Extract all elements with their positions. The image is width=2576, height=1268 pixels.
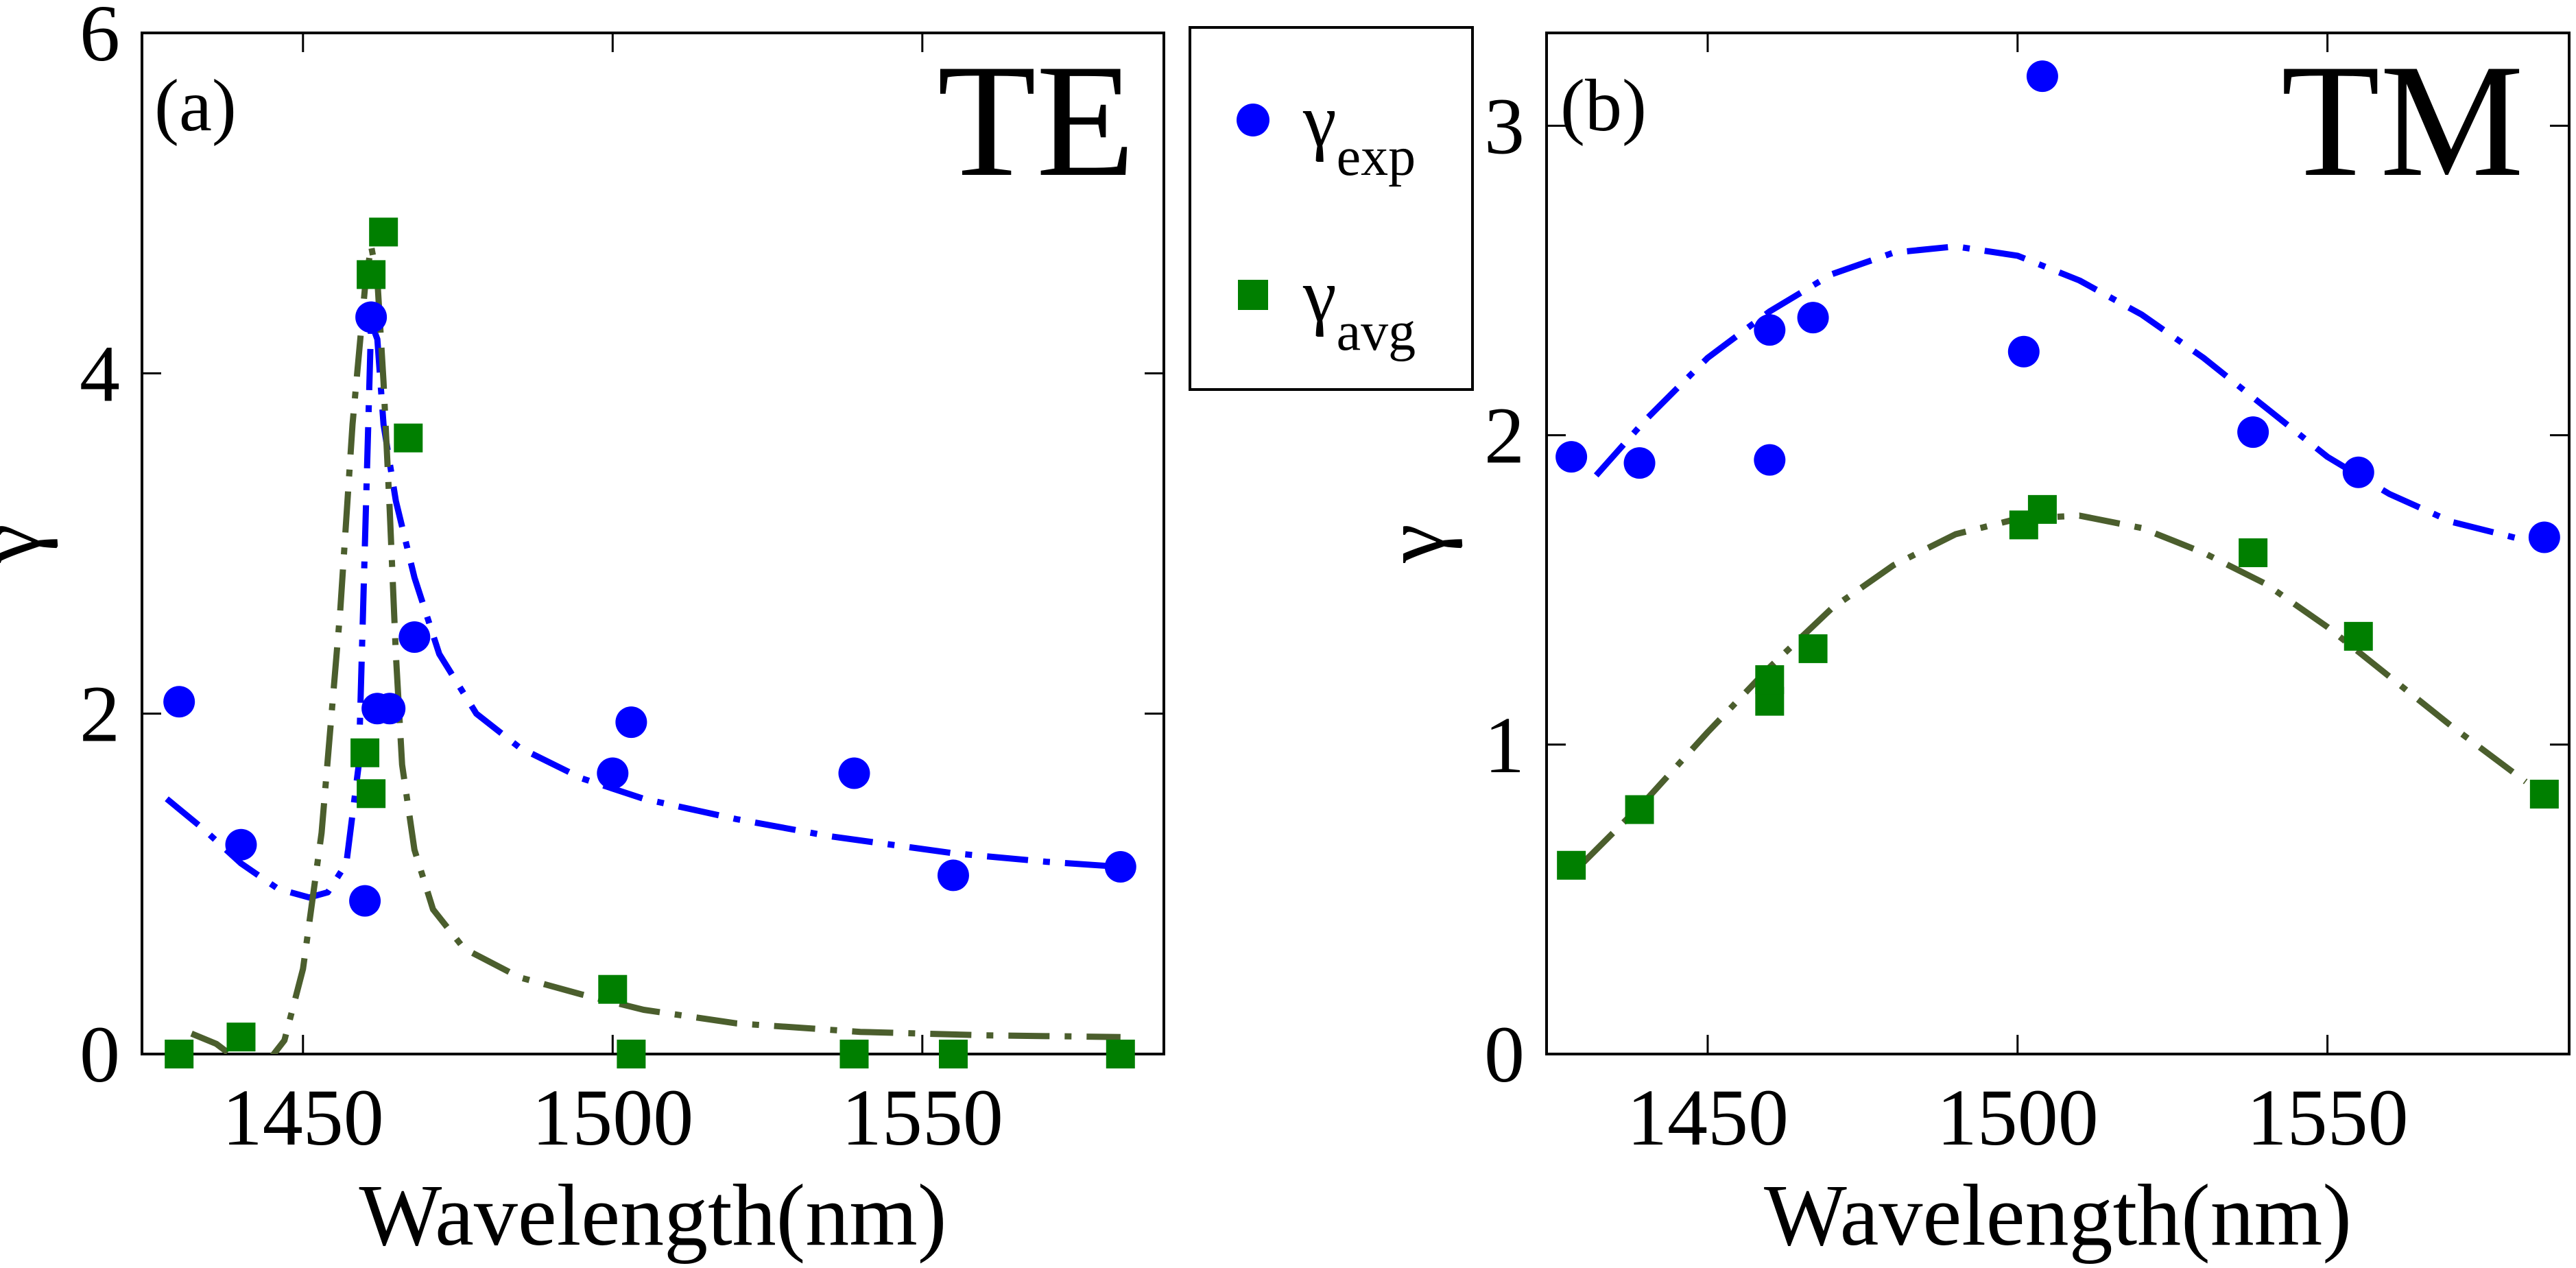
x-tick-label: 1550	[2247, 1073, 2409, 1162]
marker-exp	[1104, 851, 1136, 883]
marker-avg	[357, 260, 386, 289]
marker-exp	[1623, 447, 1656, 479]
marker-avg	[369, 217, 398, 247]
marker-exp	[597, 757, 629, 789]
marker-avg	[617, 1040, 646, 1068]
legend-symbol: γ	[1302, 79, 1337, 163]
marker-avg	[1625, 795, 1654, 824]
axes-frame	[1545, 32, 2571, 1055]
legend-label-exp: γexp	[1302, 79, 1416, 187]
legend-label-avg: γavg	[1302, 254, 1416, 362]
fit-curve-exp	[1593, 243, 2527, 544]
marker-exp	[2026, 60, 2058, 93]
marker-avg	[1106, 1040, 1135, 1068]
panel-tag: (b)	[1560, 65, 1647, 147]
y-axis-label: γ	[0, 524, 58, 564]
marker-avg	[165, 1040, 194, 1068]
fit-curve-avg	[190, 242, 1121, 1054]
y-tick-label: 1	[1484, 700, 1525, 790]
y-tick-label: 4	[80, 328, 120, 418]
x-tick-label: 1500	[532, 1073, 693, 1162]
x-axis-label: Wavelength(nm)	[359, 1167, 947, 1264]
legend-marker-exp	[1237, 104, 1269, 136]
legend-subscript: exp	[1337, 127, 1416, 187]
marker-avg	[1798, 634, 1828, 663]
marker-exp	[2528, 521, 2560, 553]
marker-avg	[350, 738, 380, 767]
y-tick-label: 0	[1484, 1009, 1525, 1099]
marker-exp	[398, 621, 431, 653]
marker-exp	[1797, 302, 1829, 334]
x-tick-label: 1550	[842, 1073, 1003, 1162]
marker-exp	[615, 706, 647, 739]
marker-avg	[839, 1040, 869, 1068]
marker-exp	[2237, 416, 2269, 448]
fit-curve-avg	[1582, 512, 2528, 865]
panel-b: 1450 1500 1550 0 1 2 3 Wavelength(nm) γ (b) TM	[1365, 32, 2571, 1264]
legend-frame	[1189, 26, 1474, 391]
x-tick-label: 1450	[1627, 1073, 1789, 1162]
plot-data	[165, 242, 1121, 1054]
plot-data	[1582, 243, 2528, 865]
fit-curve-exp	[165, 319, 1121, 901]
x-tick-label: 1500	[1937, 1073, 2099, 1162]
marker-exp	[2007, 335, 2040, 368]
panel-tag: (a)	[154, 65, 237, 147]
marker-exp	[1754, 444, 1786, 476]
legend-marker-avg	[1238, 280, 1268, 310]
marker-exp	[1555, 441, 1588, 473]
marker-exp	[355, 301, 387, 333]
marker-avg	[1557, 850, 1586, 880]
marker-exp	[225, 828, 257, 861]
mode-label: TM	[2281, 32, 2524, 211]
marker-exp	[1754, 314, 1786, 346]
marker-avg	[226, 1022, 256, 1052]
x-axis-label: Wavelength(nm)	[1764, 1167, 2352, 1264]
x-tick-label: 1450	[222, 1073, 384, 1162]
y-tick-label: 3	[1484, 81, 1525, 171]
marker-exp	[163, 686, 195, 718]
y-tick-label: 2	[80, 669, 120, 759]
marker-exp	[349, 885, 381, 917]
marker-exp	[374, 693, 406, 725]
axes-frame	[141, 32, 1165, 1055]
y-axis-label: γ	[1365, 524, 1463, 564]
legend-symbol: γ	[1302, 254, 1337, 337]
marker-avg	[357, 779, 386, 809]
marker-avg	[598, 974, 628, 1004]
y-tick-label: 2	[1484, 391, 1525, 481]
legend-subscript: avg	[1337, 302, 1416, 362]
y-tick-label: 6	[80, 0, 120, 78]
marker-exp	[2342, 456, 2374, 488]
panel-a: 1450 1500 1550 0 2 4 6 Wavelength(nm) γ (a) TE	[0, 0, 1165, 1264]
marker-exp	[937, 859, 969, 892]
marker-exp	[838, 757, 870, 789]
marker-avg	[2529, 779, 2559, 809]
marker-avg	[2027, 494, 2057, 524]
y-tick-label: 0	[80, 1009, 120, 1099]
marker-avg	[1755, 665, 1785, 695]
marker-avg	[2344, 621, 2373, 651]
marker-avg	[394, 423, 423, 453]
marker-avg	[938, 1040, 968, 1068]
marker-avg	[2239, 538, 2268, 568]
mode-label: TE	[938, 32, 1135, 211]
